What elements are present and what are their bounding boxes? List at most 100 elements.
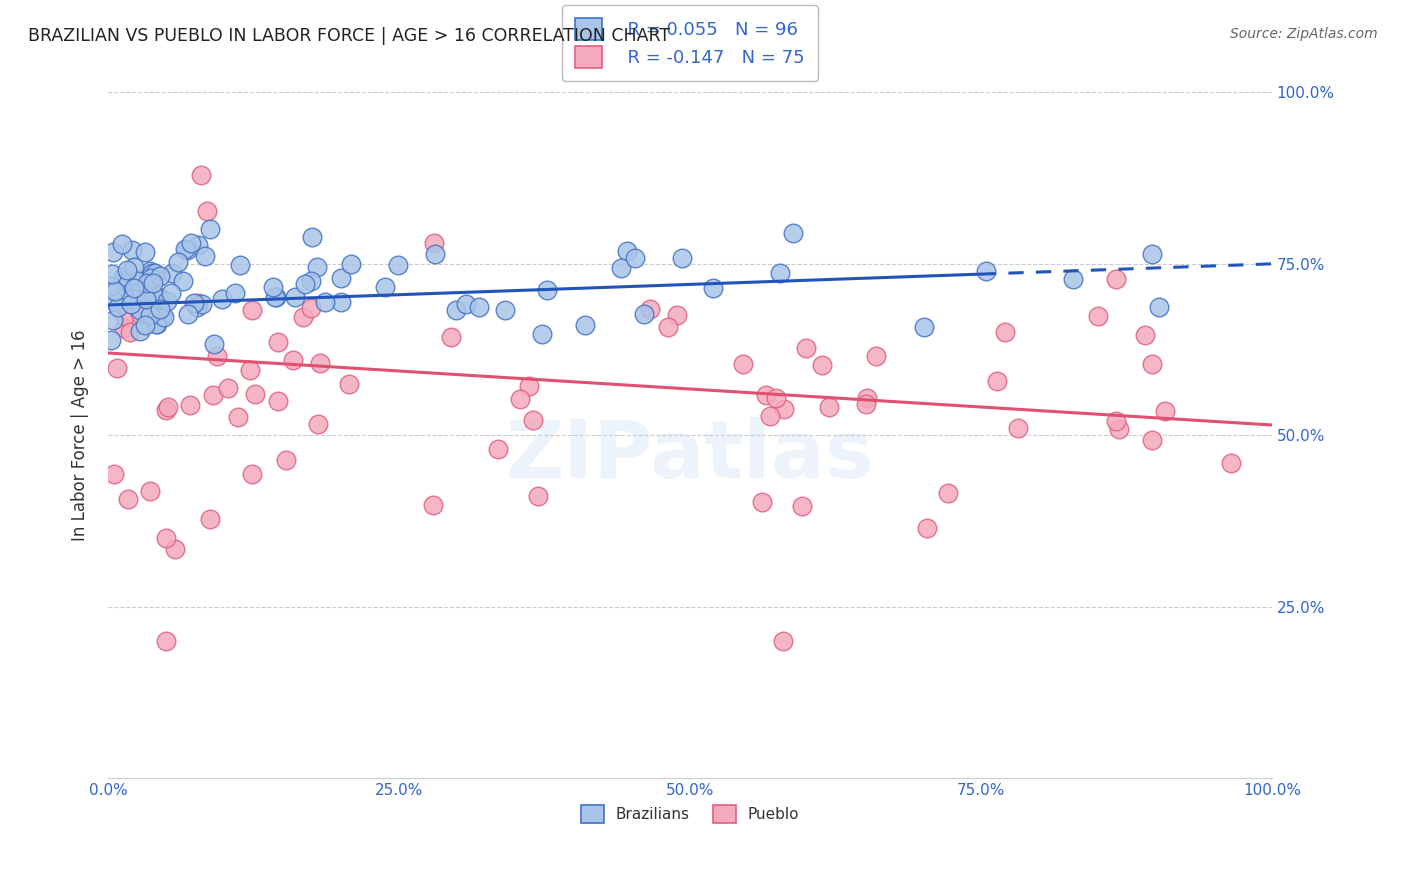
- Point: [374, 280, 396, 294]
- Point: [309, 356, 332, 370]
- Point: [522, 413, 544, 427]
- Point: [444, 302, 467, 317]
- Point: [124, 260, 146, 275]
- Point: [425, 247, 447, 261]
- Point: [456, 296, 478, 310]
- Point: [307, 417, 329, 431]
- Point: [262, 280, 284, 294]
- Point: [486, 442, 509, 456]
- Point: [751, 495, 773, 509]
- Point: [299, 301, 322, 315]
- Point: [610, 261, 633, 276]
- Point: [755, 388, 778, 402]
- Point: [165, 542, 187, 557]
- Point: [156, 293, 179, 308]
- Point: [226, 409, 249, 424]
- Point: [1142, 434, 1164, 448]
- Point: [155, 403, 177, 417]
- Point: [134, 318, 156, 332]
- Point: [194, 249, 217, 263]
- Point: [129, 285, 152, 299]
- Point: [160, 266, 183, 280]
- Point: [145, 317, 167, 331]
- Point: [284, 289, 307, 303]
- Point: [155, 531, 177, 545]
- Point: [666, 308, 689, 322]
- Point: [387, 258, 409, 272]
- Point: [180, 236, 202, 251]
- Point: [936, 485, 959, 500]
- Point: [240, 467, 263, 481]
- Point: [1140, 247, 1163, 261]
- Point: [264, 290, 287, 304]
- Point: [671, 251, 693, 265]
- Point: [517, 379, 540, 393]
- Point: [198, 512, 221, 526]
- Point: [135, 276, 157, 290]
- Point: [155, 634, 177, 648]
- Point: [329, 294, 352, 309]
- Point: [574, 318, 596, 333]
- Point: [1104, 272, 1126, 286]
- Point: [148, 290, 170, 304]
- Point: [974, 264, 997, 278]
- Point: [291, 310, 314, 324]
- Point: [994, 325, 1017, 339]
- Point: [202, 387, 225, 401]
- Point: [283, 353, 305, 368]
- Point: [624, 251, 647, 265]
- Point: [128, 302, 150, 317]
- Point: [115, 273, 138, 287]
- Point: [855, 397, 877, 411]
- Text: ZIPatlas: ZIPatlas: [506, 417, 875, 495]
- Point: [1220, 456, 1243, 470]
- Point: [134, 245, 156, 260]
- Point: [915, 521, 938, 535]
- Point: [103, 313, 125, 327]
- Point: [104, 284, 127, 298]
- Point: [118, 325, 141, 339]
- Point: [107, 301, 129, 315]
- Point: [301, 230, 323, 244]
- Point: [865, 349, 887, 363]
- Point: [811, 358, 834, 372]
- Point: [139, 264, 162, 278]
- Point: [152, 310, 174, 324]
- Point: [115, 262, 138, 277]
- Text: Source: ZipAtlas.com: Source: ZipAtlas.com: [1230, 27, 1378, 41]
- Point: [114, 275, 136, 289]
- Point: [1142, 357, 1164, 371]
- Point: [856, 391, 879, 405]
- Point: [536, 283, 558, 297]
- Point: [423, 236, 446, 251]
- Point: [150, 309, 173, 323]
- Point: [1062, 272, 1084, 286]
- Point: [141, 266, 163, 280]
- Point: [759, 409, 782, 424]
- Point: [294, 277, 316, 291]
- Point: [167, 255, 190, 269]
- Point: [238, 362, 260, 376]
- Text: BRAZILIAN VS PUEBLO IN LABOR FORCE | AGE > 16 CORRELATION CHART: BRAZILIAN VS PUEBLO IN LABOR FORCE | AGE…: [28, 27, 671, 45]
- Point: [914, 320, 936, 334]
- Point: [792, 500, 814, 514]
- Point: [267, 334, 290, 349]
- Point: [101, 267, 124, 281]
- Point: [1105, 414, 1128, 428]
- Point: [1007, 421, 1029, 435]
- Point: [422, 498, 444, 512]
- Point: [530, 326, 553, 341]
- Point: [136, 287, 159, 301]
- Point: [100, 333, 122, 347]
- Point: [817, 400, 839, 414]
- Point: [191, 297, 214, 311]
- Point: [211, 292, 233, 306]
- Point: [702, 281, 724, 295]
- Point: [264, 290, 287, 304]
- Point: [299, 274, 322, 288]
- Point: [112, 321, 135, 335]
- Point: [509, 392, 531, 406]
- Point: [114, 309, 136, 323]
- Y-axis label: In Labor Force | Age > 16: In Labor Force | Age > 16: [72, 329, 89, 541]
- Point: [101, 244, 124, 259]
